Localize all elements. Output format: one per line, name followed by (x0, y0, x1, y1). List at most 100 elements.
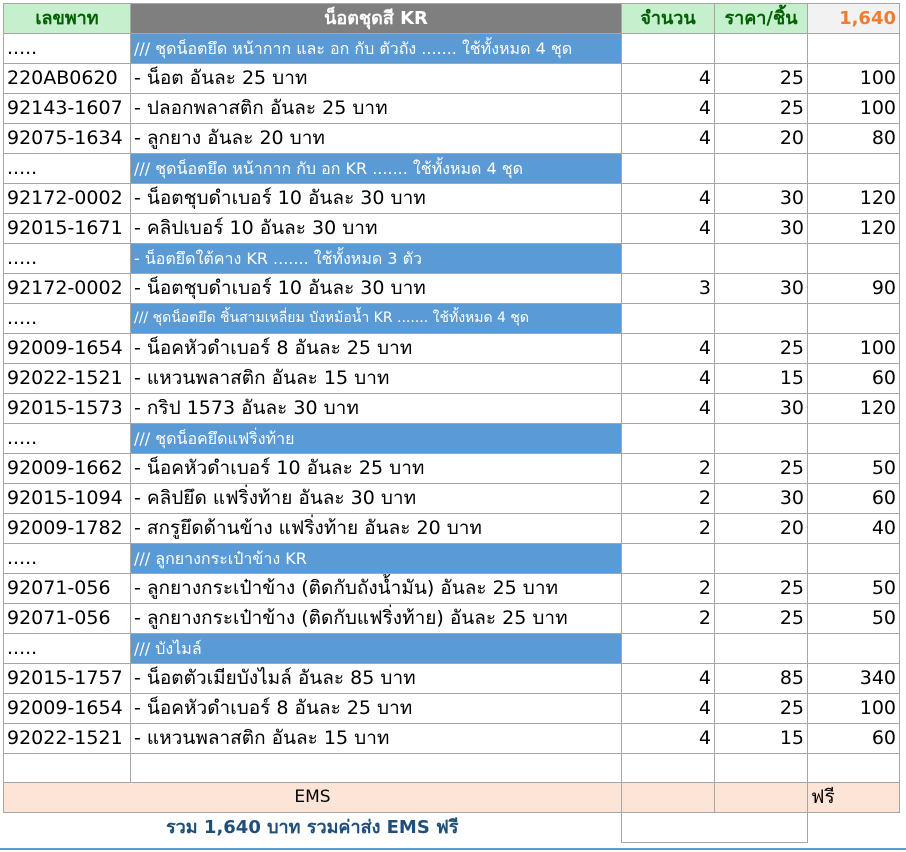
part-number-cell[interactable]: 92009-1654 (3, 333, 131, 364)
total-cell[interactable] (807, 33, 900, 64)
total-cell[interactable] (807, 423, 900, 454)
part-number-cell[interactable]: ..... (3, 633, 131, 664)
qty-cell[interactable]: 4 (621, 93, 715, 124)
price-cell[interactable] (714, 243, 808, 274)
total-cell[interactable] (807, 153, 900, 184)
price-cell[interactable]: 30 (714, 393, 808, 424)
header-qty[interactable]: จำนวน (621, 3, 715, 34)
qty-cell[interactable] (621, 543, 715, 574)
price-cell[interactable]: 25 (714, 63, 808, 94)
section-title[interactable]: /// ชุดน็อตยึด หน้ากาก และ อก กับ ตัวถัง… (130, 33, 622, 64)
price-cell[interactable]: 20 (714, 123, 808, 154)
part-number-cell[interactable]: 220AB0620 (3, 63, 131, 94)
qty-cell[interactable]: 4 (621, 183, 715, 214)
total-cell[interactable]: 50 (807, 603, 900, 634)
total-cell[interactable]: 60 (807, 483, 900, 514)
description-cell[interactable]: - ลูกยางกระเป๋าข้าง (ติดกับถังน้ำมัน) อั… (130, 573, 622, 604)
description-cell[interactable]: - คลิปยึด แฟริ่งท้าย อันละ 30 บาท (130, 483, 622, 514)
description-cell[interactable]: - น็อต อันละ 25 บาท (130, 63, 622, 94)
part-number-cell[interactable]: 92015-1573 (3, 393, 131, 424)
total-cell[interactable]: 120 (807, 393, 900, 424)
total-cell[interactable]: 60 (807, 363, 900, 394)
total-cell[interactable]: 90 (807, 273, 900, 304)
description-cell[interactable]: - ลูกยาง อันละ 20 บาท (130, 123, 622, 154)
price-cell[interactable]: 20 (714, 513, 808, 544)
price-cell[interactable]: 30 (714, 483, 808, 514)
qty-cell[interactable]: 2 (621, 513, 715, 544)
header-part-no[interactable]: เลขพาท (3, 3, 131, 34)
qty-cell[interactable] (621, 243, 715, 274)
header-title[interactable]: น็อตชุดสี KR (130, 3, 622, 34)
price-cell[interactable]: 30 (714, 213, 808, 244)
qty-cell[interactable]: 2 (621, 573, 715, 604)
description-cell[interactable]: - น็อคหัวดำเบอร์ 10 อันละ 25 บาท (130, 453, 622, 484)
price-cell[interactable]: 30 (714, 273, 808, 304)
total-cell[interactable]: 120 (807, 213, 900, 244)
part-number-cell[interactable]: ..... (3, 33, 131, 64)
part-number-cell[interactable]: ..... (3, 423, 131, 454)
qty-cell[interactable] (621, 423, 715, 454)
qty-cell[interactable]: 4 (621, 213, 715, 244)
description-cell[interactable]: - น็อคหัวดำเบอร์ 8 อันละ 25 บาท (130, 333, 622, 364)
price-cell[interactable]: 25 (714, 453, 808, 484)
description-cell[interactable]: - แหวนพลาสติก อันละ 15 บาท (130, 363, 622, 394)
price-cell[interactable] (714, 303, 808, 334)
total-cell[interactable]: 120 (807, 183, 900, 214)
part-number-cell[interactable]: 92071-056 (3, 573, 131, 604)
price-cell[interactable] (714, 153, 808, 184)
part-number-cell[interactable]: 92022-1521 (3, 363, 131, 394)
price-cell[interactable]: 15 (714, 723, 808, 754)
description-cell[interactable]: - น็อตตัวเมียบังไมล์ อันละ 85 บาท (130, 663, 622, 694)
section-title[interactable]: - น็อตยึดใต้คาง KR ....... ใช้ทั้งหมด 3 … (130, 243, 622, 274)
total-cell[interactable]: 100 (807, 333, 900, 364)
total-cell[interactable]: 340 (807, 663, 900, 694)
qty-cell[interactable]: 4 (621, 663, 715, 694)
part-number-cell[interactable]: 92075-1634 (3, 123, 131, 154)
summary-text[interactable]: รวม 1,640 บาท รวมค่าส่ง EMS ฟรี (166, 817, 459, 838)
qty-cell[interactable]: 4 (621, 693, 715, 724)
shipping-qty-cell[interactable] (621, 782, 715, 813)
part-number-cell[interactable]: 92022-1521 (3, 723, 131, 754)
part-number-cell[interactable]: ..... (3, 543, 131, 574)
price-cell[interactable]: 25 (714, 333, 808, 364)
price-cell[interactable] (714, 33, 808, 64)
price-cell[interactable] (714, 423, 808, 454)
total-cell[interactable]: 100 (807, 693, 900, 724)
summary-cell-empty[interactable] (621, 812, 808, 843)
part-number-cell[interactable]: 92015-1094 (3, 483, 131, 514)
shipping-label[interactable]: EMS (3, 782, 622, 813)
price-cell[interactable]: 25 (714, 693, 808, 724)
qty-cell[interactable]: 2 (621, 483, 715, 514)
price-cell[interactable] (714, 543, 808, 574)
description-cell[interactable]: - น็อคหัวดำเบอร์ 8 อันละ 25 บาท (130, 693, 622, 724)
qty-cell[interactable]: 3 (621, 273, 715, 304)
summary-cell-blank[interactable] (808, 813, 900, 843)
total-cell[interactable] (807, 543, 900, 574)
description-cell[interactable]: - คลิปเบอร์ 10 อันละ 30 บาท (130, 213, 622, 244)
part-number-cell[interactable]: 92172-0002 (3, 183, 131, 214)
qty-cell[interactable]: 4 (621, 393, 715, 424)
section-title[interactable]: /// ชุดน็อตยึด หน้ากาก กับ อก KR .......… (130, 153, 622, 184)
qty-cell[interactable]: 4 (621, 333, 715, 364)
description-cell[interactable]: - แหวนพลาสติก อันละ 15 บาท (130, 723, 622, 754)
price-cell[interactable]: 25 (714, 93, 808, 124)
part-number-cell[interactable]: ..... (3, 243, 131, 274)
total-cell[interactable] (807, 243, 900, 274)
total-cell[interactable]: 60 (807, 723, 900, 754)
qty-cell[interactable]: 4 (621, 123, 715, 154)
part-number-cell[interactable]: 92143-1607 (3, 93, 131, 124)
qty-cell[interactable]: 4 (621, 363, 715, 394)
header-unit-price[interactable]: ราคา/ชิ้น (714, 3, 808, 34)
header-grand-total[interactable]: 1,640 (807, 3, 900, 34)
price-cell[interactable]: 30 (714, 183, 808, 214)
qty-cell[interactable] (621, 153, 715, 184)
total-cell[interactable]: 80 (807, 123, 900, 154)
shipping-value[interactable]: ฟรี (807, 782, 900, 813)
price-cell[interactable]: 85 (714, 663, 808, 694)
part-number-cell[interactable] (3, 753, 131, 783)
qty-cell[interactable]: 2 (621, 603, 715, 634)
qty-cell[interactable] (621, 303, 715, 334)
description-cell[interactable]: - ปลอกพลาสติก อันละ 25 บาท (130, 93, 622, 124)
total-cell[interactable]: 50 (807, 453, 900, 484)
section-title[interactable]: /// ลูกยางกระเป๋าข้าง KR (130, 543, 622, 574)
